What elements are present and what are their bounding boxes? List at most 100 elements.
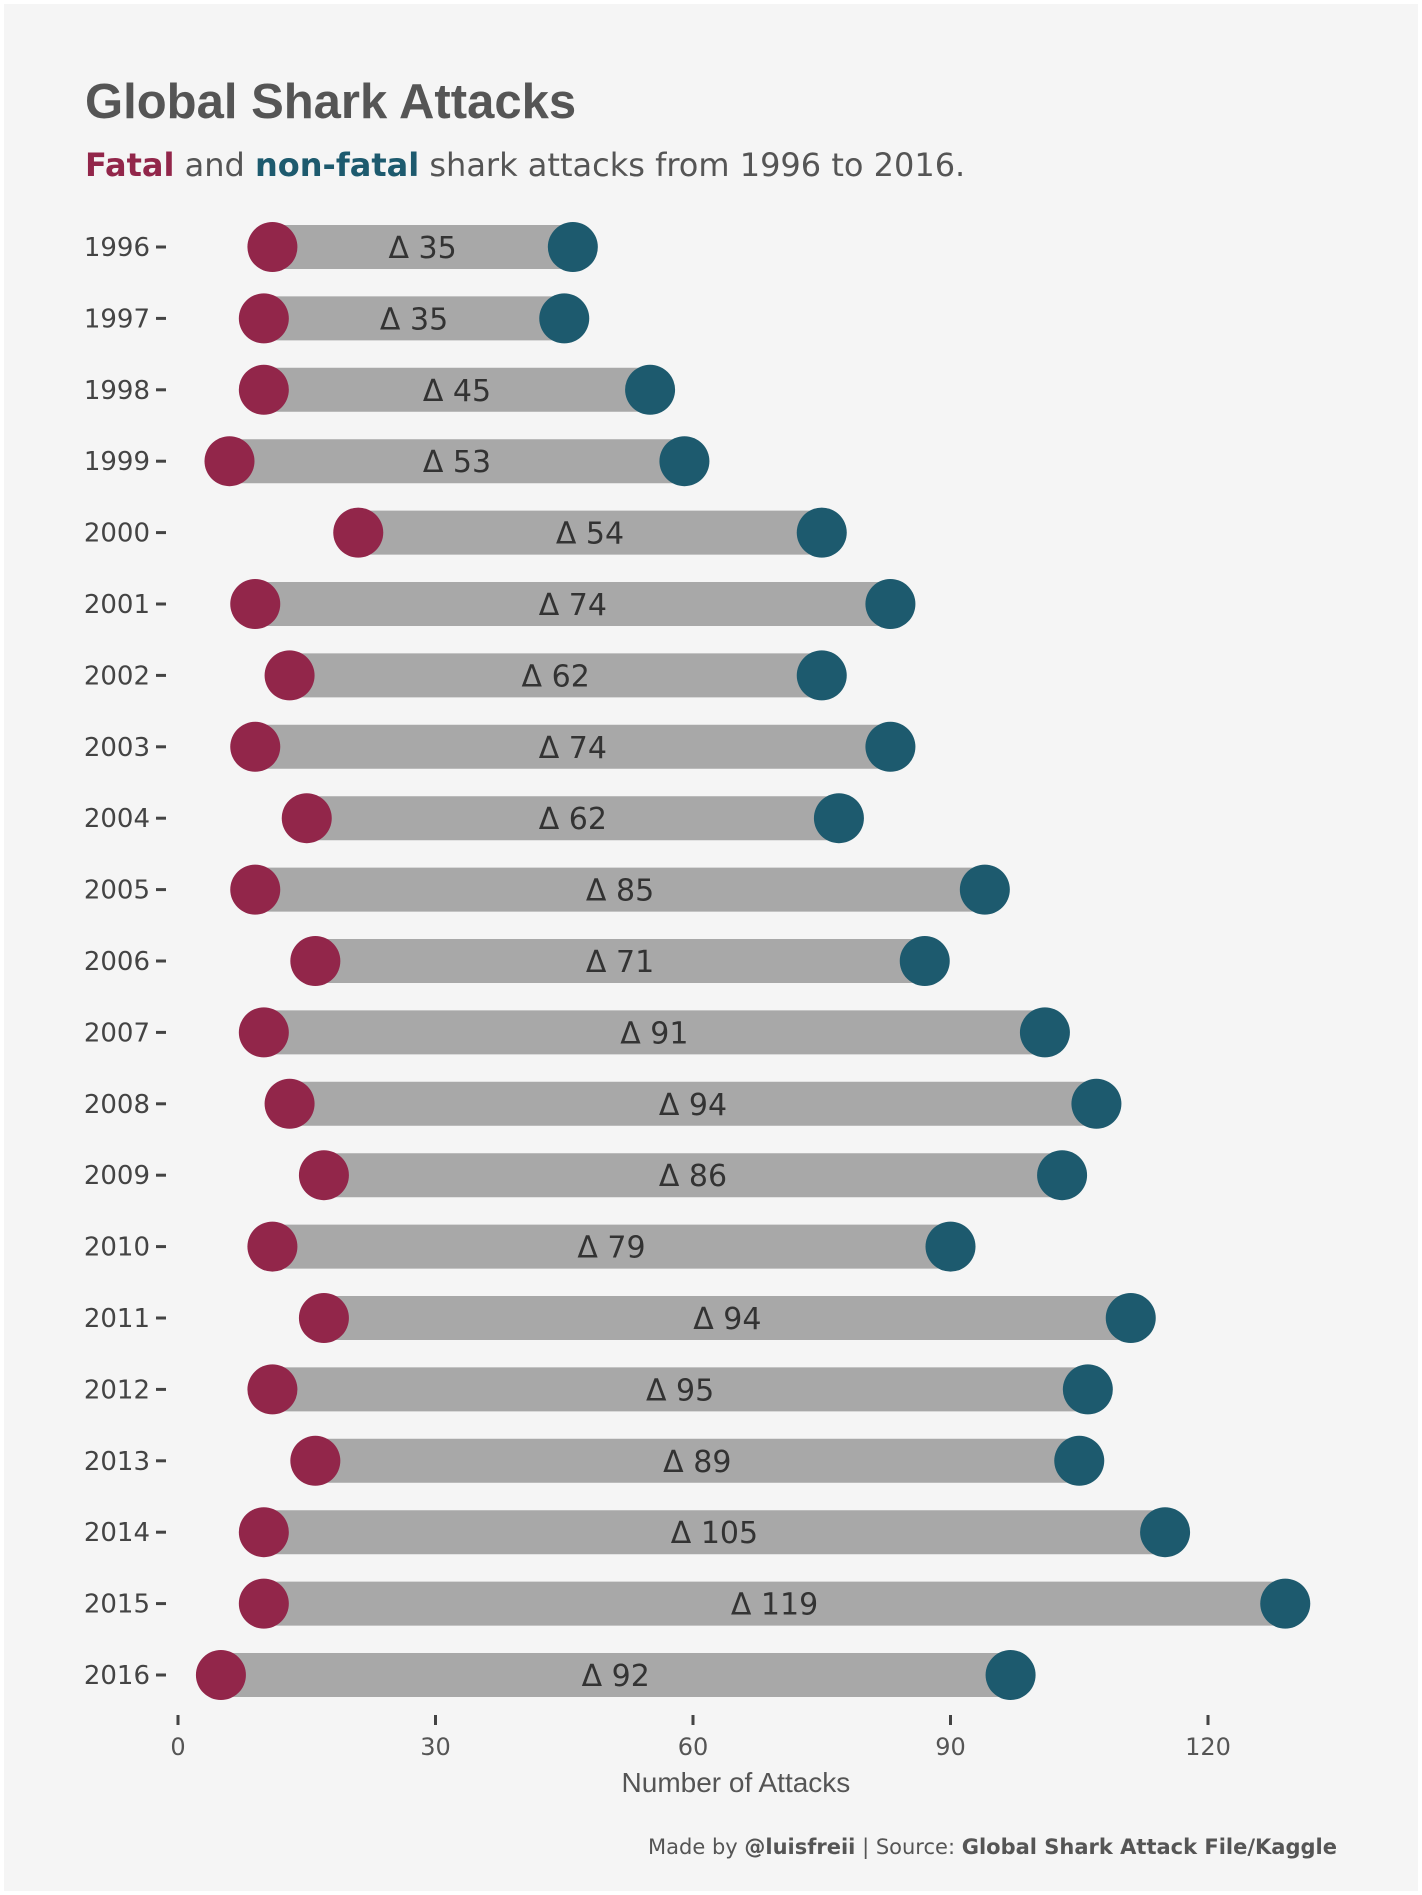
dumbbell-row-2014: Δ 105: [238, 1507, 1191, 1558]
y-tick-label-1999: 1999: [84, 447, 150, 477]
nonfatal-point-2013: [1054, 1435, 1105, 1486]
dumbbell-row-2009: Δ 86: [298, 1150, 1088, 1201]
delta-label-1997: Δ 35: [380, 302, 448, 337]
nonfatal-point-1998: [625, 364, 676, 415]
nonfatal-point-1996: [547, 222, 598, 272]
x-tick-label-0: 0: [170, 1733, 185, 1761]
y-tick-label-2007: 2007: [84, 1018, 150, 1048]
nonfatal-point-2003: [865, 721, 916, 772]
fatal-point-2014: [238, 1507, 289, 1558]
fatal-point-2011: [298, 1293, 349, 1343]
y-tick-label-2011: 2011: [84, 1304, 150, 1334]
nonfatal-point-1997: [539, 293, 590, 344]
delta-label-2014: Δ 105: [671, 1516, 758, 1551]
dumbbell-row-2015: Δ 119: [238, 1578, 1311, 1629]
y-tick-label-1998: 1998: [84, 376, 150, 406]
y-tick-label-2002: 2002: [84, 661, 150, 691]
fatal-point-2008: [264, 1078, 315, 1129]
nonfatal-point-2007: [1019, 1007, 1070, 1058]
dumbbell-row-2013: Δ 89: [290, 1435, 1105, 1486]
dumbbell-row-2005: Δ 85: [230, 864, 1010, 915]
fatal-point-2005: [230, 864, 281, 915]
fatal-point-2009: [298, 1150, 349, 1201]
y-tick-label-2000: 2000: [84, 519, 150, 549]
nonfatal-point-2014: [1140, 1507, 1191, 1558]
nonfatal-point-2000: [796, 507, 847, 558]
delta-label-2005: Δ 85: [586, 874, 654, 909]
delta-label-2013: Δ 89: [663, 1445, 731, 1480]
fatal-point-2016: [195, 1650, 246, 1700]
fatal-point-2004: [281, 793, 332, 844]
chart-caption: Made by @luisfreii | Source: Global Shar…: [648, 1835, 1337, 1859]
delta-label-2006: Δ 71: [586, 945, 654, 980]
dumbbell-row-2000: Δ 54: [333, 507, 847, 558]
chart-title: Global Shark Attacks: [85, 75, 577, 129]
dumbbell-row-1997: Δ 35: [238, 293, 590, 344]
y-tick-label-2001: 2001: [84, 590, 150, 620]
y-tick-label-1997: 1997: [84, 304, 150, 334]
dumbbell-row-1998: Δ 45: [238, 364, 676, 415]
nonfatal-point-1999: [659, 436, 710, 487]
delta-label-2010: Δ 79: [577, 1231, 645, 1266]
dumbbell-row-2016: Δ 92: [195, 1650, 1036, 1700]
nonfatal-point-2009: [1037, 1150, 1088, 1201]
delta-label-1998: Δ 45: [423, 374, 491, 409]
y-tick-label-2014: 2014: [84, 1518, 150, 1548]
subtitle-nonfatal-word: non-fatal: [254, 146, 420, 184]
fatal-point-2001: [230, 579, 281, 629]
caption-prefix: Made by: [648, 1835, 745, 1859]
subtitle-and-word: and: [174, 146, 255, 184]
fatal-point-2012: [247, 1364, 298, 1415]
nonfatal-point-2006: [899, 936, 950, 986]
chart-subtitle: Fatal and non-fatal shark attacks from 1…: [85, 146, 965, 184]
y-tick-label-2016: 2016: [84, 1661, 150, 1691]
fatal-point-2015: [238, 1578, 289, 1629]
delta-label-2015: Δ 119: [731, 1588, 818, 1623]
fatal-point-2000: [333, 507, 384, 558]
delta-label-2012: Δ 95: [646, 1373, 714, 1408]
nonfatal-point-2008: [1071, 1078, 1122, 1129]
dumbbell-row-2004: Δ 62: [281, 793, 864, 844]
caption-author: @luisfreii: [744, 1835, 856, 1859]
dumbbell-row-2006: Δ 71: [290, 936, 950, 986]
caption-source: Global Shark Attack File/Kaggle: [961, 1835, 1337, 1859]
delta-label-2003: Δ 74: [539, 731, 607, 766]
y-tick-label-2004: 2004: [84, 804, 150, 834]
y-tick-label-2013: 2013: [84, 1447, 150, 1477]
y-tick-label-2015: 2015: [84, 1590, 150, 1620]
delta-label-2009: Δ 86: [659, 1159, 727, 1194]
delta-label-2000: Δ 54: [556, 517, 624, 552]
fatal-point-2010: [247, 1221, 298, 1272]
y-tick-label-2009: 2009: [84, 1161, 150, 1191]
y-tick-label-2010: 2010: [84, 1233, 150, 1263]
delta-label-2007: Δ 91: [620, 1016, 688, 1051]
dumbbell-row-2003: Δ 74: [230, 721, 916, 772]
delta-label-1996: Δ 35: [389, 231, 457, 266]
dumbbell-row-2012: Δ 95: [247, 1364, 1113, 1415]
dumbbell-row-2002: Δ 62: [264, 650, 847, 701]
dumbbell-row-2001: Δ 74: [230, 579, 916, 629]
delta-label-2016: Δ 92: [582, 1659, 650, 1694]
nonfatal-point-2011: [1105, 1293, 1156, 1343]
fatal-point-1997: [238, 293, 289, 344]
fatal-point-2013: [290, 1435, 341, 1486]
dumbbell-row-1999: Δ 53: [204, 436, 710, 487]
x-tick-label-30: 30: [420, 1733, 451, 1761]
x-tick-label-120: 120: [1185, 1733, 1231, 1761]
dumbbell-row-1996: Δ 35: [247, 222, 598, 272]
nonfatal-point-2002: [796, 650, 847, 701]
fatal-point-2007: [238, 1007, 289, 1058]
delta-label-2004: Δ 62: [539, 802, 607, 837]
dumbbell-row-2010: Δ 79: [247, 1221, 976, 1272]
fatal-point-1998: [238, 364, 289, 415]
dumbbell-row-2008: Δ 94: [264, 1078, 1122, 1129]
fatal-point-1999: [204, 436, 255, 487]
nonfatal-point-2016: [985, 1650, 1036, 1700]
delta-label-2001: Δ 74: [539, 588, 607, 623]
dumbbell-row-2011: Δ 94: [298, 1293, 1156, 1343]
delta-label-2002: Δ 62: [522, 659, 590, 694]
nonfatal-point-2004: [813, 793, 864, 844]
nonfatal-point-2015: [1260, 1578, 1311, 1629]
delta-label-2011: Δ 94: [693, 1302, 761, 1337]
